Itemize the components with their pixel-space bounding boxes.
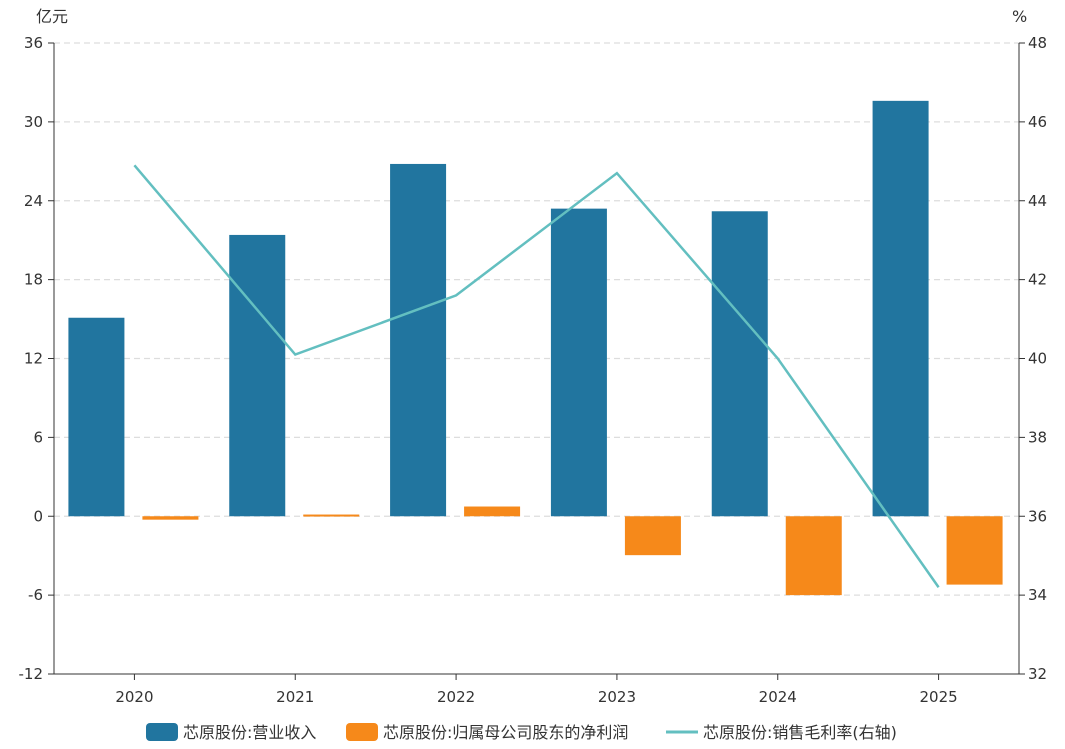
- right-tick-label: 42: [1028, 271, 1047, 289]
- left-tick-label: -12: [19, 665, 44, 683]
- right-tick-label: 44: [1028, 192, 1047, 210]
- legend-swatch: [346, 723, 378, 741]
- bar-net-profit: [624, 516, 681, 556]
- bar-net-profit: [464, 506, 521, 517]
- bar-net-profit: [785, 516, 842, 596]
- left-axis-unit: 亿元: [36, 7, 68, 26]
- bar-revenue: [390, 163, 447, 517]
- bar-revenue: [872, 100, 929, 517]
- legend-item: 芯原股份:营业收入: [146, 723, 316, 742]
- right-tick-label: 32: [1028, 665, 1047, 683]
- legend-swatch: [146, 723, 178, 741]
- left-tick-label: 6: [33, 428, 43, 446]
- x-tick-label: 2025: [919, 688, 957, 706]
- legend-item: 芯原股份:归属母公司股东的净利润: [346, 723, 628, 742]
- axes: -12 -6 0 6 12 18 24 30 36 32 34 36 38 40 42 44 46 48 2020 2…: [19, 34, 1048, 706]
- left-tick-label: 0: [33, 507, 43, 525]
- right-tick-label: 46: [1028, 113, 1047, 131]
- left-tick-label: 36: [24, 34, 43, 52]
- right-tick-label: 48: [1028, 34, 1047, 52]
- bar-net-profit: [946, 516, 1003, 585]
- x-tick-label: 2024: [759, 688, 797, 706]
- left-tick-label: 24: [24, 192, 43, 210]
- left-tick-label: 30: [24, 113, 43, 131]
- right-axis-unit: %: [1012, 7, 1027, 26]
- margin-line: [133, 164, 940, 588]
- legend-label: 芯原股份:销售毛利率(右轴): [703, 723, 897, 742]
- left-tick-label: 18: [24, 271, 43, 289]
- legend: 芯原股份:营业收入 芯原股份:归属母公司股东的净利润 芯原股份:销售毛利率(右轴): [146, 723, 897, 742]
- bar-revenue: [229, 234, 286, 517]
- x-tick-label: 2021: [276, 688, 314, 706]
- right-tick-label: 34: [1028, 586, 1047, 604]
- x-tick-label: 2022: [437, 688, 475, 706]
- legend-label: 芯原股份:归属母公司股东的净利润: [383, 723, 628, 742]
- left-tick-label: 12: [24, 350, 43, 368]
- bar-revenue: [68, 317, 125, 517]
- bar-net-profit: [142, 516, 199, 520]
- gridlines: [54, 42, 1019, 596]
- line-gross-margin: [133, 164, 940, 588]
- legend-item: 芯原股份:销售毛利率(右轴): [666, 723, 897, 742]
- left-tick-label: -6: [28, 586, 43, 604]
- bars: [68, 100, 1003, 596]
- legend-label: 芯原股份:营业收入: [183, 723, 316, 742]
- right-tick-label: 36: [1028, 507, 1047, 525]
- bar-revenue: [550, 208, 607, 517]
- bar-net-profit: [303, 514, 360, 517]
- x-tick-label: 2023: [598, 688, 636, 706]
- x-tick-label: 2020: [115, 688, 153, 706]
- bar-revenue: [711, 211, 768, 517]
- right-tick-label: 40: [1028, 350, 1047, 368]
- right-tick-label: 38: [1028, 428, 1047, 446]
